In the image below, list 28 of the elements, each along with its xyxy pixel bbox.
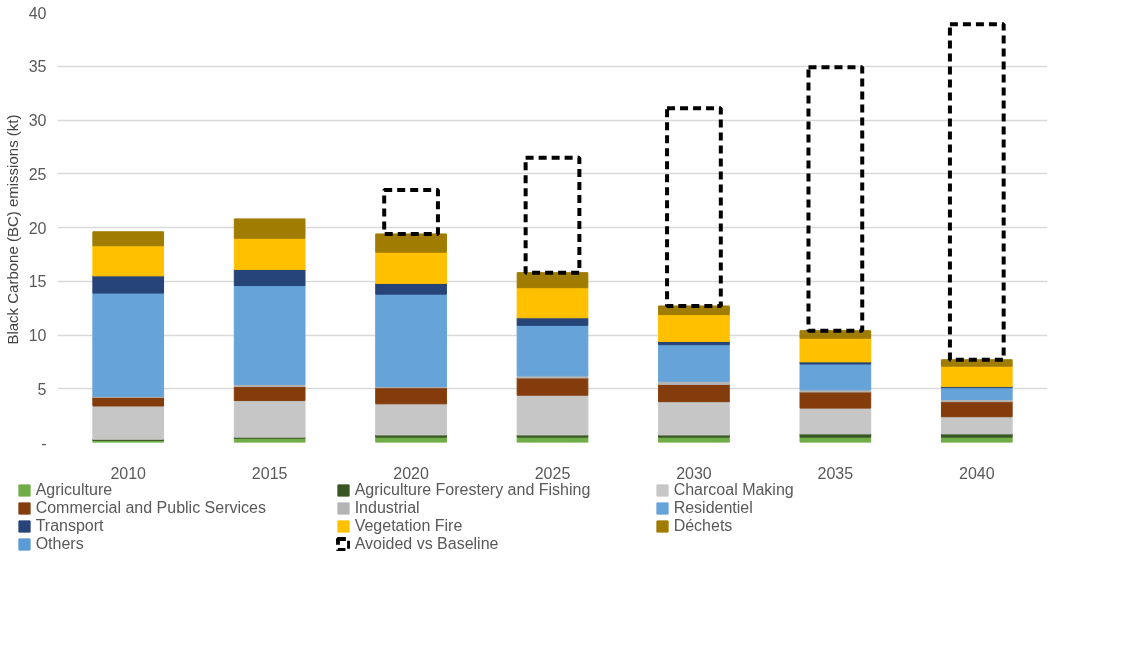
legend-label: Others (35, 535, 85, 553)
y-axis-title: Black Carbone (BC) emissions (kt) (3, 114, 21, 345)
y-tick-label: 35 (28, 58, 47, 76)
legend-label: Charcoal Making (673, 481, 795, 499)
legend-label: Avoided vs Baseline (354, 535, 500, 553)
y-tick-label: - (41, 434, 47, 452)
x-tick-label: 2040 (958, 464, 995, 482)
legend-label: Agriculture Forestery and Fishing (354, 481, 592, 499)
x-tick-label: 2035 (817, 464, 854, 482)
y-tick-label: 15 (28, 273, 47, 291)
x-tick-label: 2025 (534, 464, 571, 482)
y-tick-label: 20 (28, 219, 47, 237)
legend-label: Déchets (673, 517, 734, 535)
x-tick-label: 2015 (251, 464, 288, 482)
y-tick-label: 5 (37, 380, 47, 398)
x-tick-label: 2010 (110, 464, 147, 482)
legend-label: Commercial and Public Services (35, 499, 267, 517)
y-tick-label: 10 (28, 327, 47, 344)
y-tick-label: 40 (28, 4, 47, 22)
legend-label: Transport (35, 517, 105, 535)
legend-label: Agriculture (35, 481, 114, 499)
legend-label: Industrial (354, 499, 421, 517)
y-tick-label: 30 (28, 112, 47, 129)
x-tick-label: 2030 (676, 464, 712, 482)
legend-label: Vegetation Fire (354, 517, 464, 535)
legend-label: Residentiel (673, 499, 754, 517)
x-tick-label: 2020 (393, 464, 429, 482)
y-tick-label: 25 (28, 165, 47, 183)
